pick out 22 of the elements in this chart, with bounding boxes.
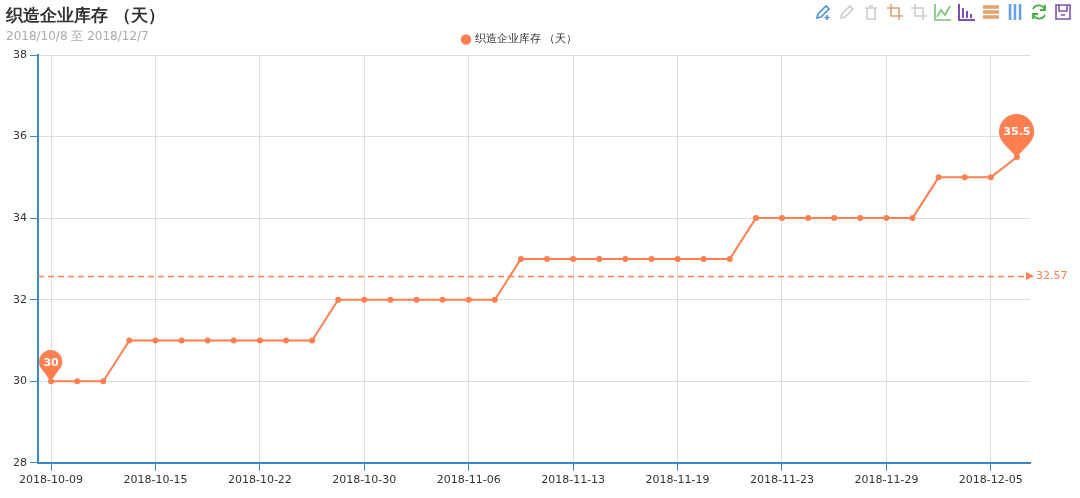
x-tick-label: 2018-11-13 [541, 473, 606, 487]
legend-label: 织造企业库存 （天） [474, 32, 577, 46]
chart-subtitle: 2018/10/8 至 2018/12/7 [6, 28, 149, 45]
x-tick-label: 2018-11-23 [750, 473, 814, 487]
y-tick-label: 28 [13, 455, 27, 469]
y-tick-label: 38 [13, 47, 27, 61]
annotation: 35.5 [1003, 124, 1031, 138]
chart-title: 织造企业库存 （天） [6, 4, 165, 27]
y-tick-label: 36 [13, 129, 27, 143]
x-tick-label: 2018-12-05 [958, 473, 1023, 487]
x-tick-label: 2018-10-30 [332, 473, 397, 487]
x-tick-label: 2018-11-29 [854, 473, 919, 487]
annotation: 30 [43, 355, 59, 369]
x-tick-label: 2018-11-06 [436, 473, 501, 487]
x-tick-label: 2018-10-09 [19, 473, 84, 487]
x-tick-label: 2018-10-22 [227, 473, 292, 487]
ref-line-label: 32.57 [1036, 269, 1068, 283]
x-tick-label: 2018-11-19 [645, 473, 710, 487]
y-tick-label: 34 [13, 210, 27, 224]
x-tick-label: 2018-10-15 [123, 473, 188, 487]
y-tick-label: 32 [13, 292, 27, 306]
y-tick-label: 30 [13, 374, 27, 388]
